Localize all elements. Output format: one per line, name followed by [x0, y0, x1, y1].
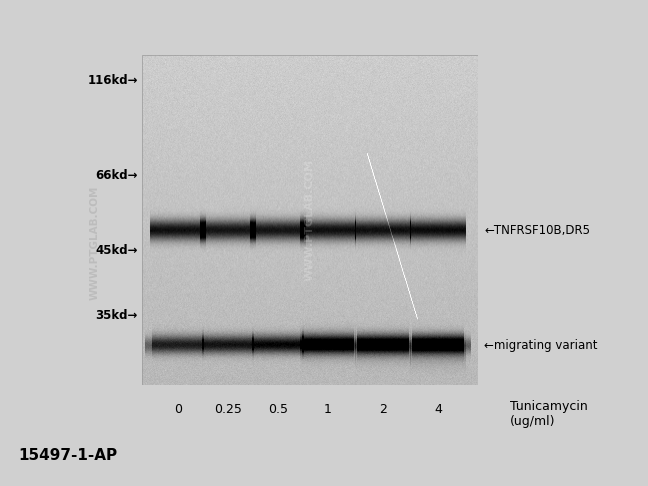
- Text: 0: 0: [174, 403, 182, 416]
- Text: 15497-1-AP: 15497-1-AP: [18, 448, 117, 463]
- Text: 0.5: 0.5: [268, 403, 288, 416]
- Text: 116kd→: 116kd→: [87, 73, 138, 87]
- Text: 1: 1: [324, 403, 332, 416]
- Text: WWW.PTGLAB.COM: WWW.PTGLAB.COM: [90, 186, 100, 300]
- Text: 0.25: 0.25: [214, 403, 242, 416]
- Text: WWW.PTGLAB.COM: WWW.PTGLAB.COM: [305, 159, 315, 281]
- Text: 2: 2: [379, 403, 387, 416]
- Text: ←TNFRSF10B,DR5: ←TNFRSF10B,DR5: [484, 224, 590, 237]
- Text: ←migrating variant: ←migrating variant: [484, 339, 597, 351]
- Text: 4: 4: [434, 403, 442, 416]
- Text: 45kd→: 45kd→: [95, 243, 138, 257]
- Text: 66kd→: 66kd→: [95, 169, 138, 181]
- Text: (ug/ml): (ug/ml): [510, 415, 555, 428]
- Text: Tunicamycin: Tunicamycin: [510, 400, 588, 413]
- Text: 35kd→: 35kd→: [96, 309, 138, 322]
